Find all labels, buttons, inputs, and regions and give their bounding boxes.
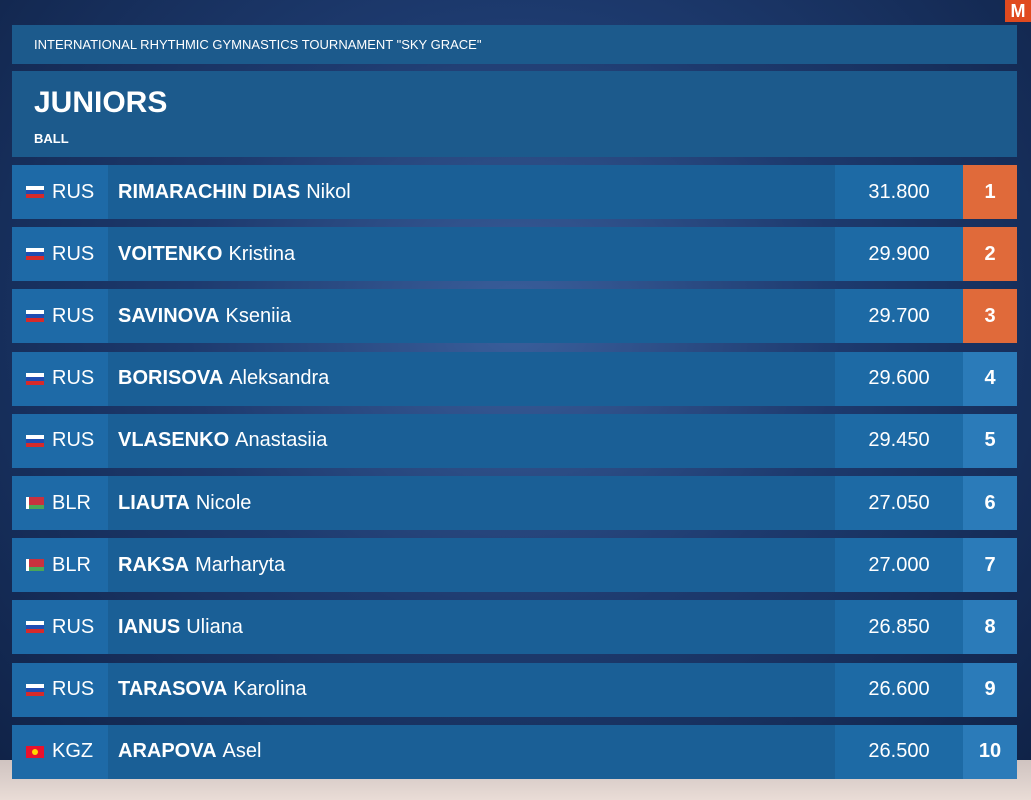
category-header: JUNIORS BALL [12,71,1017,157]
result-row: RUS SAVINOVA Kseniia 29.700 3 [12,289,1017,344]
result-row: RUS RIMARACHIN DIAS Nikol 31.800 1 [12,165,1017,219]
country-cell: RUS [12,165,108,219]
rank-badge: 7 [963,538,1017,593]
flag-russia-icon [26,186,44,198]
result-row: RUS IANUS Uliana 26.850 8 [12,600,1017,655]
athlete-given-name: Kseniia [225,304,292,327]
rank-badge: 6 [963,476,1017,530]
athlete-surname: VOITENKO [118,242,223,265]
athlete-given-name: Marharyta [195,553,286,576]
flag-belarus-icon [26,559,44,572]
country-code: RUS [52,429,95,452]
category-title: JUNIORS [34,86,168,119]
result-row: KGZ ARAPOVA Asel 26.500 10 [12,724,1017,779]
athlete-given-name: Nikol [306,180,351,203]
rank-badge: 8 [963,600,1017,655]
country-cell: RUS [12,351,108,406]
score: 29.900 [835,227,963,282]
athlete-surname: RIMARACHIN DIAS [118,180,301,203]
athlete-name: IANUS Uliana [108,600,835,655]
score: 31.800 [835,165,963,219]
result-row: RUS TARASOVA Karolina 26.600 9 [12,662,1017,717]
rank-badge: 3 [963,289,1017,344]
score: 27.000 [835,538,963,593]
flag-russia-icon [26,310,44,323]
country-code: RUS [52,367,95,390]
flag-russia-icon [26,434,44,447]
flag-russia-icon [26,621,44,634]
flag-kyrgyzstan-icon [26,745,44,758]
country-cell: RUS [12,227,108,282]
athlete-name: VOITENKO Kristina [108,227,835,282]
result-row: RUS BORISOVA Aleksandra 29.600 4 [12,351,1017,406]
country-code: KGZ [52,740,94,763]
athlete-name: TARASOVA Karolina [108,662,835,717]
result-row: BLR LIAUTA Nicole 27.050 6 [12,476,1017,530]
country-code: BLR [52,491,91,514]
score: 26.850 [835,600,963,655]
event-title: INTERNATIONAL RHYTHMIC GYMNASTICS TOURNA… [34,37,482,52]
flag-russia-icon [26,372,44,385]
athlete-name: RIMARACHIN DIAS Nikol [108,165,835,219]
rank-badge: 10 [963,724,1017,779]
country-code: RUS [52,615,95,638]
rank-badge: 9 [963,662,1017,717]
athlete-surname: ARAPOVA [118,740,217,763]
country-code: BLR [52,553,91,576]
athlete-surname: VLASENKO [118,429,230,452]
athlete-surname: LIAUTA [118,491,190,514]
flag-belarus-icon [26,497,44,509]
athlete-given-name: Nicole [195,491,252,514]
score: 27.050 [835,476,963,530]
athlete-name: RAKSA Marharyta [108,538,835,593]
athlete-name: BORISOVA Aleksandra [108,351,835,406]
broadcaster-logo: M [1005,0,1031,22]
score: 26.500 [835,724,963,779]
score: 29.450 [835,413,963,468]
country-cell: KGZ [12,724,108,779]
result-row: BLR RAKSA Marharyta 27.000 7 [12,538,1017,593]
country-cell: RUS [12,289,108,344]
athlete-name: VLASENKO Anastasiia [108,413,835,468]
athlete-given-name: Asel [222,740,262,763]
country-code: RUS [52,678,95,701]
country-cell: RUS [12,662,108,717]
athlete-surname: BORISOVA [118,367,224,390]
athlete-given-name: Anastasiia [235,429,328,452]
rank-badge: 4 [963,351,1017,406]
rank-badge: 2 [963,227,1017,282]
event-title-bar: INTERNATIONAL RHYTHMIC GYMNASTICS TOURNA… [12,25,1017,64]
result-row: RUS VOITENKO Kristina 29.900 2 [12,227,1017,282]
country-code: RUS [52,242,95,265]
athlete-given-name: Uliana [186,615,243,638]
country-cell: BLR [12,476,108,530]
country-code: RUS [52,180,95,203]
score: 26.600 [835,662,963,717]
flag-russia-icon [26,248,44,261]
result-row: RUS VLASENKO Anastasiia 29.450 5 [12,413,1017,468]
athlete-given-name: Karolina [233,678,307,701]
apparatus-label: BALL [34,131,69,146]
athlete-name: ARAPOVA Asel [108,724,835,779]
athlete-surname: IANUS [118,615,181,638]
country-cell: RUS [12,413,108,468]
athlete-name: LIAUTA Nicole [108,476,835,530]
score: 29.600 [835,351,963,406]
country-cell: BLR [12,538,108,593]
athlete-surname: TARASOVA [118,678,228,701]
country-cell: RUS [12,600,108,655]
athlete-name: SAVINOVA Kseniia [108,289,835,344]
athlete-surname: RAKSA [118,553,190,576]
flag-russia-icon [26,683,44,696]
rank-badge: 1 [963,165,1017,219]
rank-badge: 5 [963,413,1017,468]
country-code: RUS [52,304,95,327]
athlete-surname: SAVINOVA [118,304,220,327]
athlete-given-name: Kristina [228,242,296,265]
athlete-given-name: Aleksandra [229,367,330,390]
score: 29.700 [835,289,963,344]
